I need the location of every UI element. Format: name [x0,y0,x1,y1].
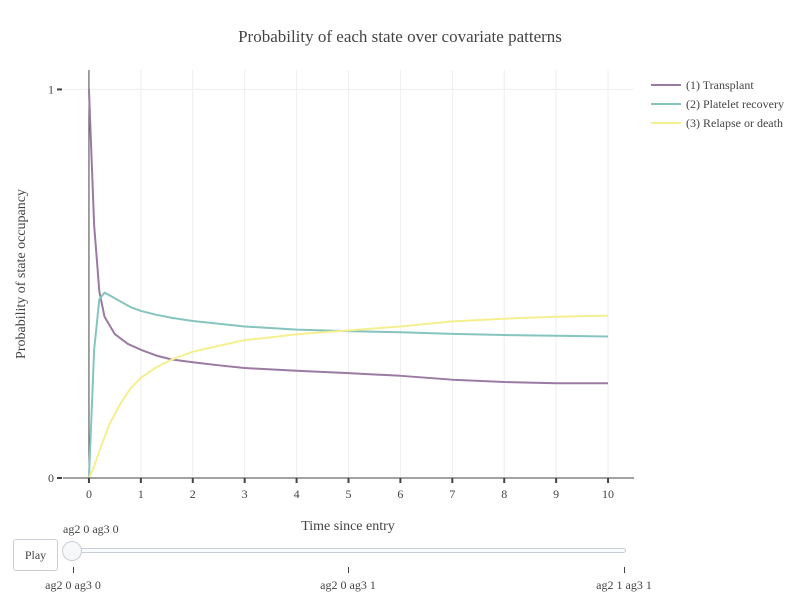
x-tick-label: 8 [501,487,507,501]
legend-item-label: (2) Platelet recovery [686,97,784,111]
x-tick-label: 2 [190,487,196,501]
y-axis: 01 [48,82,62,485]
slider-step-label[interactable]: ag2 0 ag3 0 [45,578,101,592]
x-tick-label: 5 [346,487,352,501]
x-tick-label: 10 [602,487,614,501]
legend-item-label: (1) Transplant [686,78,754,92]
y-axis-title: Probability of state occupancy [14,189,29,359]
series-line [87,291,609,479]
slider-rail[interactable] [73,548,626,553]
x-tick-label: 9 [553,487,559,501]
x-axis: 0 1 2 3 4 5 6 7 8 9 10 [63,477,634,501]
x-tick-label: 6 [397,487,403,501]
chart-title: Probability of each state over covariate… [238,27,562,46]
x-tick-label: 0 [86,487,92,501]
slider-current-value: ag2 0 ag3 0 [63,522,119,536]
legend: (1) Transplant (2) Platelet recovery (3) R… [651,78,784,130]
gridlines [63,70,634,479]
series-lines [87,89,609,479]
series-line [88,314,609,479]
slider-step-label[interactable]: ag2 0 ag3 1 [320,578,376,592]
slider-tick [73,567,74,573]
slider-tick [348,567,349,573]
x-tick-label: 4 [294,487,300,501]
x-tick-label: 3 [242,487,248,501]
x-tick-label: 7 [449,487,455,501]
x-tick-label: 1 [138,487,144,501]
x-axis-title: Time since entry [301,519,395,534]
slider-step-label[interactable]: ag2 1 ag3 1 [596,578,652,592]
y-tick-label: 1 [48,82,54,96]
slider-tick [624,567,625,573]
y-tick-label: 0 [48,471,54,485]
legend-item-label: (3) Relapse or death [686,116,783,130]
series-line [87,89,609,385]
slider-grip[interactable] [62,541,82,561]
play-button[interactable]: Play [13,539,58,571]
